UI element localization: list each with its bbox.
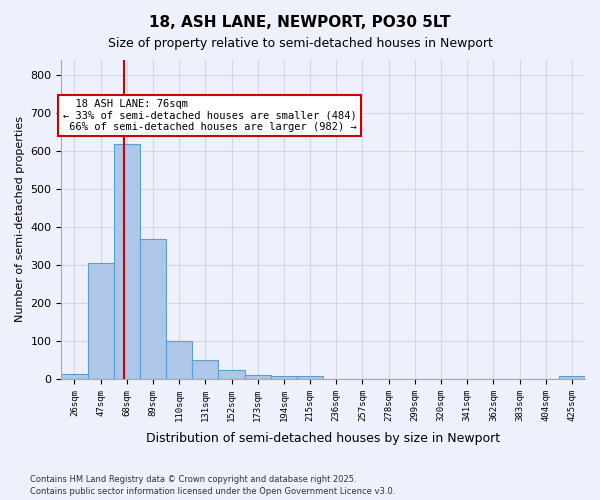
Bar bbox=[297, 376, 323, 379]
Bar bbox=[61, 374, 88, 379]
Bar bbox=[193, 360, 218, 379]
Bar bbox=[166, 341, 193, 379]
Bar bbox=[88, 264, 114, 379]
Bar bbox=[140, 239, 166, 379]
X-axis label: Distribution of semi-detached houses by size in Newport: Distribution of semi-detached houses by … bbox=[146, 432, 500, 445]
Bar bbox=[245, 375, 271, 379]
Text: 18, ASH LANE, NEWPORT, PO30 5LT: 18, ASH LANE, NEWPORT, PO30 5LT bbox=[149, 15, 451, 30]
Text: 18 ASH LANE: 76sqm  
← 33% of semi-detached houses are smaller (484)
 66% of sem: 18 ASH LANE: 76sqm ← 33% of semi-detache… bbox=[62, 98, 356, 132]
Y-axis label: Number of semi-detached properties: Number of semi-detached properties bbox=[15, 116, 25, 322]
Bar bbox=[559, 376, 585, 379]
Bar bbox=[218, 370, 245, 379]
Bar bbox=[114, 144, 140, 379]
Text: Contains HM Land Registry data © Crown copyright and database right 2025.: Contains HM Land Registry data © Crown c… bbox=[30, 475, 356, 484]
Text: Contains public sector information licensed under the Open Government Licence v3: Contains public sector information licen… bbox=[30, 487, 395, 496]
Text: Size of property relative to semi-detached houses in Newport: Size of property relative to semi-detach… bbox=[107, 38, 493, 51]
Bar bbox=[271, 376, 297, 379]
